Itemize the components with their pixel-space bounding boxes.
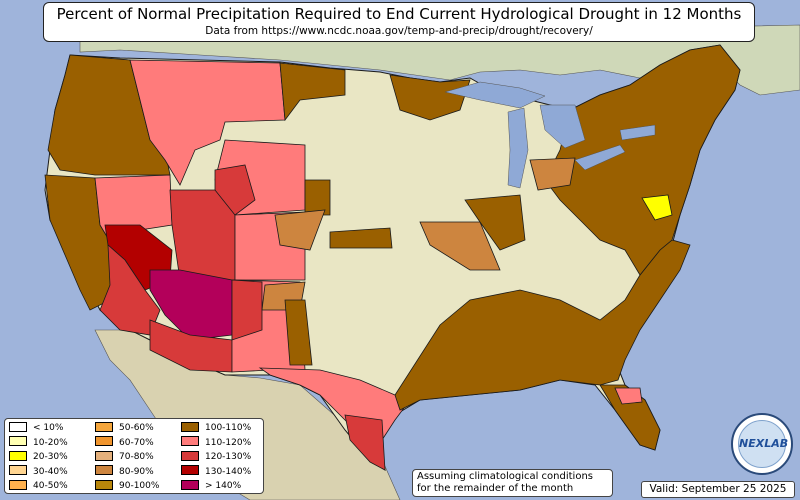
region-missouri-orange xyxy=(419,221,501,271)
region-kansas-orange xyxy=(274,209,326,251)
assumption-note: Assuming climatological conditions for t… xyxy=(412,469,613,497)
legend-label: 60-70% xyxy=(119,437,154,448)
legend-swatch xyxy=(9,465,27,475)
legend-swatch xyxy=(95,479,113,490)
region-florida xyxy=(599,384,661,451)
assumption-note-line-1: Assuming climatological conditions xyxy=(417,471,593,482)
legend-item: < 10% xyxy=(9,421,64,434)
legend-label: 110-120% xyxy=(205,437,252,448)
legend-label: 50-60% xyxy=(119,423,154,433)
legend-label: 40-50% xyxy=(33,481,68,491)
title-box: Percent of Normal Precipitation Required… xyxy=(43,2,755,42)
legend-item: 40-50% xyxy=(9,479,68,492)
legend-swatch xyxy=(181,436,199,446)
legend-swatch xyxy=(9,450,27,461)
legend-item: 130-140% xyxy=(181,465,252,478)
region-upper-midwest xyxy=(389,74,471,121)
legend-item: 120-130% xyxy=(181,450,252,463)
map-title: Percent of Normal Precipitation Required… xyxy=(56,5,742,23)
region-utah xyxy=(169,189,236,281)
region-new-mexico-red xyxy=(231,279,263,341)
canada-land xyxy=(79,24,800,96)
nexlab-logo: NEXLAB xyxy=(731,413,793,475)
region-south-texas xyxy=(344,414,386,471)
legend-swatch xyxy=(9,421,27,432)
legend-swatch xyxy=(95,450,113,461)
globe-icon: NEXLAB xyxy=(738,420,789,468)
legend-swatch xyxy=(181,450,199,461)
lake-ontario xyxy=(619,124,656,141)
legend-swatch xyxy=(9,436,27,446)
assumption-note-line-2: for the remainder of the month xyxy=(417,483,574,494)
legend-label: 130-140% xyxy=(205,466,252,477)
legend-swatch xyxy=(181,479,199,490)
legend: < 10% 10-20% 20-30% 30-40% 40-50% 50-60% 60-70… xyxy=(4,418,264,494)
legend-swatch xyxy=(181,465,199,475)
legend-label: 10-20% xyxy=(33,437,68,448)
legend-item: 30-40% xyxy=(9,465,68,478)
logo-text: NEXLAB xyxy=(739,437,789,450)
region-florida-pink xyxy=(614,387,643,405)
legend-label: 120-130% xyxy=(205,452,252,462)
legend-label: 20-30% xyxy=(33,452,68,462)
lake-michigan xyxy=(507,107,529,189)
region-maryland xyxy=(641,194,673,221)
legend-label: < 10% xyxy=(33,423,64,433)
region-north-dakota xyxy=(279,62,346,122)
legend-label: 100-110% xyxy=(205,423,252,433)
region-texas-panhandle-brown xyxy=(284,299,313,366)
legend-item: 70-80% xyxy=(95,450,154,463)
legend-label: 70-80% xyxy=(119,452,154,462)
legend-item: > 140% xyxy=(181,479,242,492)
valid-date-label: Valid: September 25 2025 xyxy=(641,481,795,498)
legend-swatch xyxy=(95,465,113,475)
legend-label: 80-90% xyxy=(119,466,154,477)
lake-huron xyxy=(539,104,586,149)
legend-swatch xyxy=(181,421,199,432)
legend-item: 110-120% xyxy=(181,436,252,449)
legend-item: 60-70% xyxy=(95,436,154,449)
legend-swatch xyxy=(9,479,27,490)
legend-item: 100-110% xyxy=(181,421,252,434)
legend-item: 90-100% xyxy=(95,479,160,492)
legend-label: 90-100% xyxy=(119,481,160,491)
region-mid-atlantic-northeast xyxy=(544,44,741,276)
lake-superior xyxy=(444,81,546,109)
region-kansas-brown xyxy=(329,227,393,249)
region-colorado-east xyxy=(304,179,331,216)
legend-swatch xyxy=(95,436,113,446)
legend-swatch xyxy=(95,421,113,432)
legend-item: 20-30% xyxy=(9,450,68,463)
region-mississippi-valley xyxy=(464,194,526,251)
legend-label: 30-40% xyxy=(33,466,68,477)
region-gulf-coast xyxy=(394,239,691,411)
map-subtitle: Data from https://www.ncdc.noaa.gov/temp… xyxy=(205,25,593,37)
legend-item: 80-90% xyxy=(95,465,154,478)
lake-erie xyxy=(574,144,626,171)
legend-item: 10-20% xyxy=(9,436,68,449)
legend-label: > 140% xyxy=(205,481,242,491)
region-great-lakes xyxy=(529,157,576,191)
legend-item: 50-60% xyxy=(95,421,154,434)
